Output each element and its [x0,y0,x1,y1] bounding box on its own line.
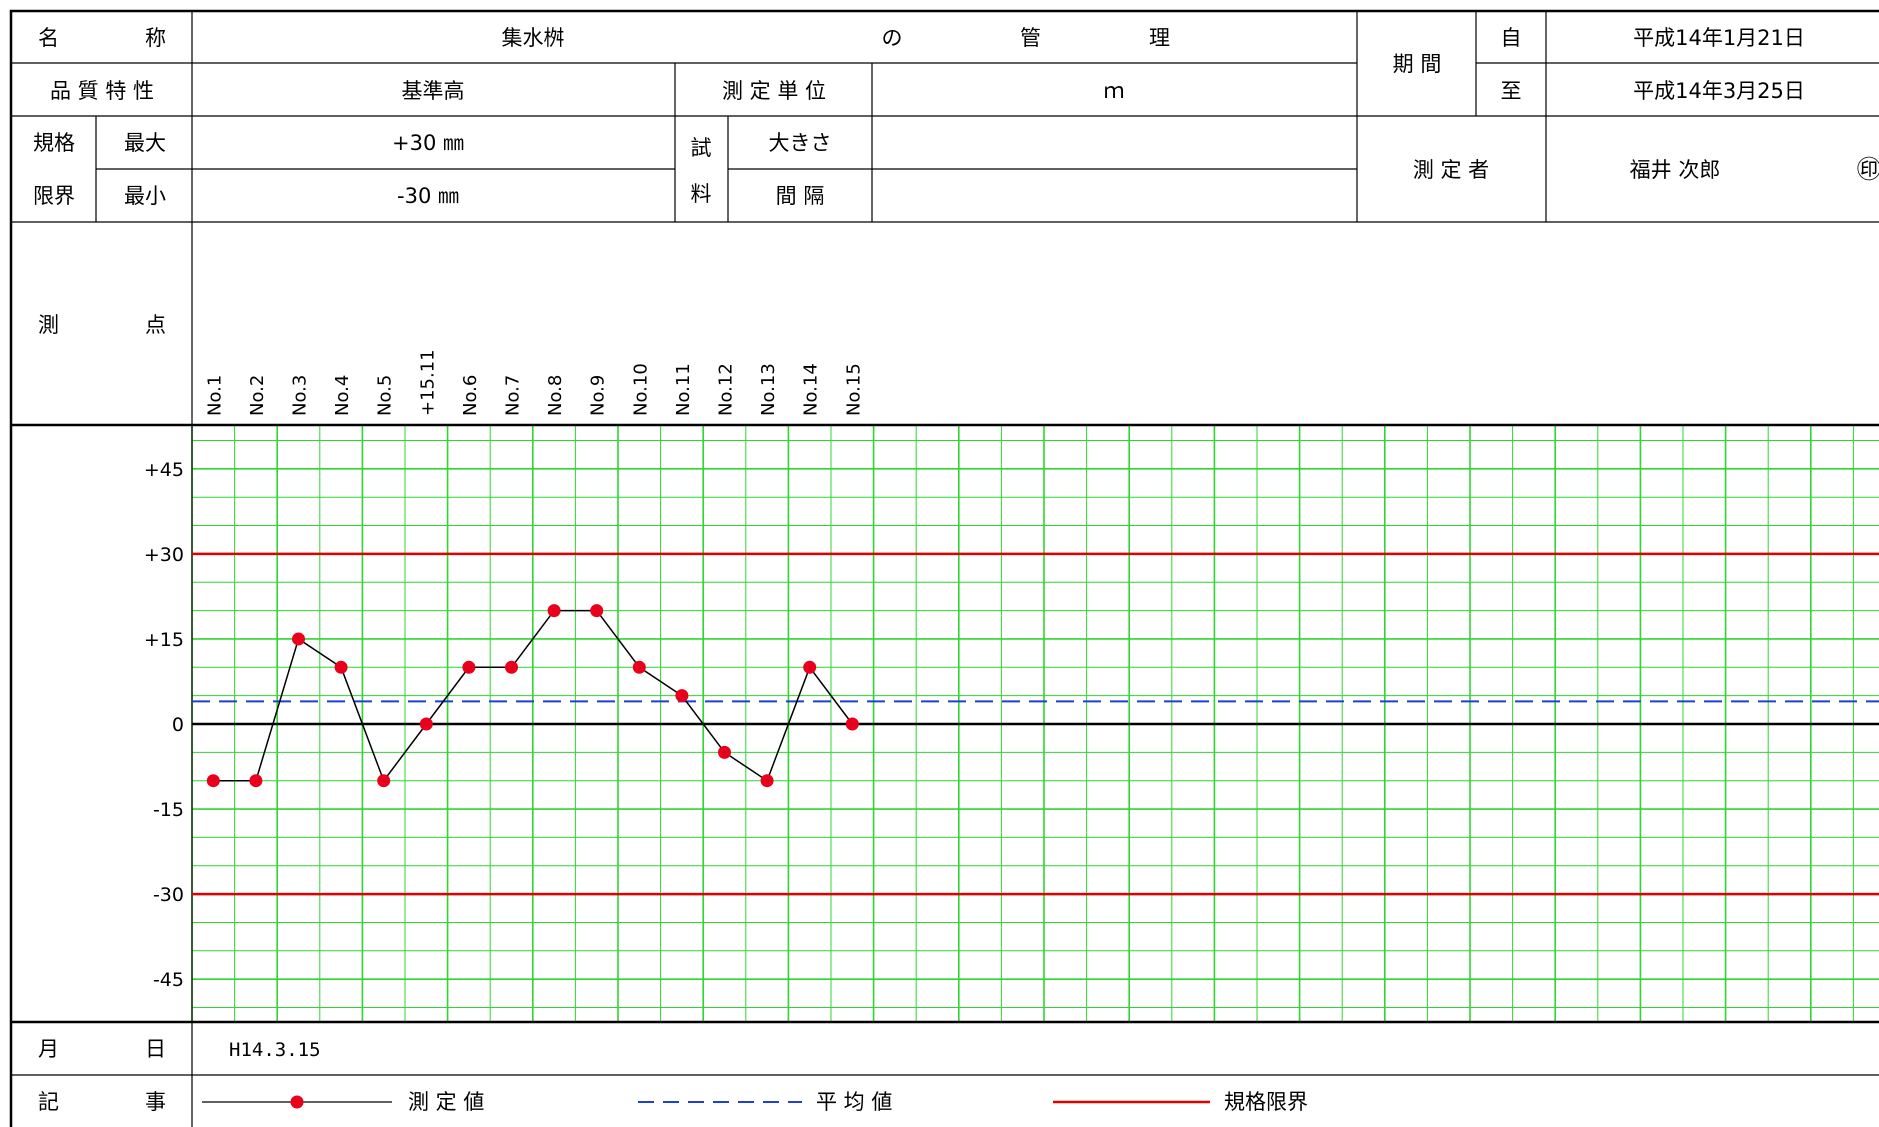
measured-point [590,604,604,618]
measured-point [419,717,433,731]
header: 名 称 集水桝 の 管 理 期 間 自 至 平成14年1月21日 平成14年3月… [33,26,1879,337]
y-tick-label: -15 [153,799,184,821]
quality-label: 品 質 特 性 [50,79,154,103]
max-label: 最大 [124,131,166,155]
unit-label: 測 定 単 位 [722,79,826,103]
y-tick-label: +45 [144,459,184,481]
reference-lines [192,552,1879,896]
x-tick-label: +15.11 [417,349,438,416]
measured-point [760,774,774,788]
y-tick-label: -30 [153,884,184,906]
x-tick-label: No.9 [588,375,609,416]
x-tick-label: No.12 [716,363,737,416]
measurer-name: 福井 次郎 [1630,158,1721,182]
notes-label: 記 事 [38,1090,166,1114]
x-tick-label: No.14 [801,363,822,416]
date-value: H14.3.15 [229,1039,321,1061]
measured-series [206,604,859,788]
legend-limit-label: 規格限界 [1224,1090,1308,1114]
x-tick-label: No.15 [843,363,864,416]
no-label: の [882,26,903,50]
y-tick-label: -45 [153,969,184,991]
measured-point [718,745,731,759]
points-label: 測 点 [38,313,166,337]
x-tick-label: No.6 [460,375,481,416]
x-tick-label: No.5 [375,375,396,416]
measured-point [462,660,476,674]
seal-mark: ㊞ [1856,155,1879,184]
y-tick-label: +15 [144,629,184,651]
legend-measured-marker [290,1095,304,1109]
period-label: 期 間 [1393,52,1442,76]
measured-point [334,660,348,674]
sample-label-bottom: 料 [691,182,712,206]
legend-average-label: 平 均 値 [816,1090,892,1114]
measured-point [249,774,263,788]
date-label: 月 日 [38,1037,166,1061]
measured-point [377,774,391,788]
legend-measured-label: 測 定 値 [408,1090,484,1114]
measured-point [292,632,305,646]
measured-line [213,609,853,783]
x-tick-label: No.1 [204,375,225,416]
interval-label: 間 隔 [776,184,825,208]
measurer-label: 測 定 者 [1413,158,1489,182]
measured-point [845,717,859,731]
x-tick-label: No.3 [290,375,311,416]
measured-point [505,660,518,674]
measured-point [803,660,817,674]
from-date: 平成14年1月21日 [1633,26,1805,50]
x-tick-label: No.11 [673,363,694,416]
x-tick-label: No.8 [545,375,566,416]
x-tick-label: No.2 [247,375,268,416]
sample-label-top: 試 [691,136,712,160]
unit-value: ｍ [1104,79,1125,103]
table-lines [9,9,1879,1127]
measured-point [632,660,646,674]
x-tick-label: No.13 [758,363,779,416]
x-tick-label: No.10 [630,363,651,416]
y-tick-label: +30 [144,544,184,566]
size-label: 大きさ [769,131,832,155]
measured-point [547,604,561,618]
quality-value: 基準高 [402,79,465,103]
x-tick-label: No.7 [503,375,524,416]
x-tick-label: No.4 [332,375,353,416]
kanri-label: 管 理 [1020,26,1170,50]
to-date: 平成14年3月25日 [1633,79,1805,103]
to-label: 至 [1501,79,1522,103]
y-tick-labels: +45 +30 +15 0 -15 -30 -45 [144,459,184,991]
name-label: 名 称 [38,26,166,50]
measured-point [206,774,220,788]
limit-label-bottom: 限界 [33,184,75,208]
min-value: -30 ㎜ [397,184,459,208]
min-label: 最小 [124,184,166,208]
measured-point [675,689,689,703]
from-label: 自 [1501,26,1522,50]
name-value: 集水桝 [502,26,565,50]
x-tick-labels: No.1 No.2 No.3 No.4 No.5 +15.11 No.6 No.7 No.8 No… [204,349,864,416]
y-tick-label: 0 [172,714,184,736]
limit-label-top: 規格 [33,131,75,155]
max-value: +30 ㎜ [392,131,464,155]
